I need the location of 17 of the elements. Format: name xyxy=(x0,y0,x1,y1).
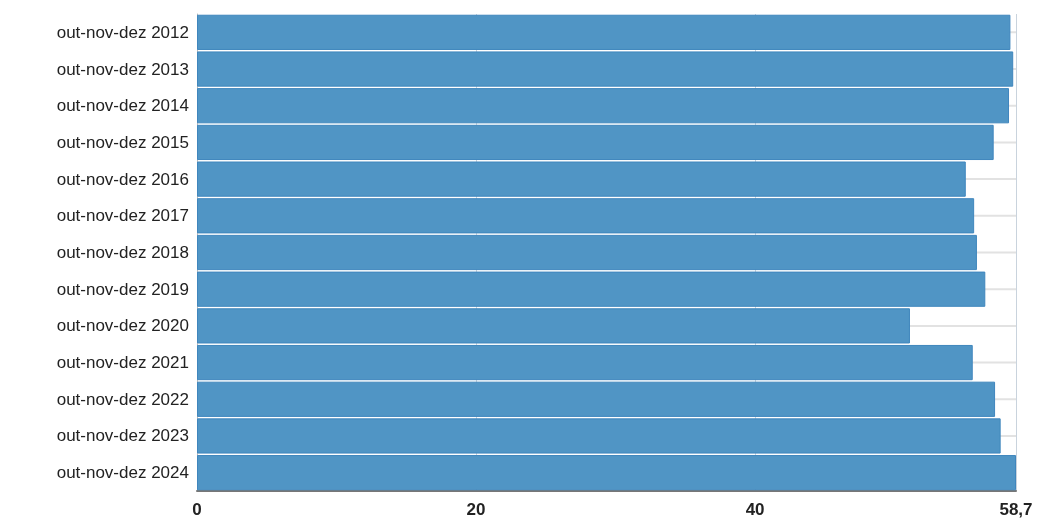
x-tick-label: 58,7 xyxy=(999,500,1033,519)
x-tick-label: 40 xyxy=(745,500,765,519)
y-tick-label: out-nov-dez 2021 xyxy=(56,353,189,373)
y-tick-label: out-nov-dez 2023 xyxy=(56,426,189,446)
y-tick-label: out-nov-dez 2017 xyxy=(56,206,189,226)
y-tick-label: out-nov-dez 2016 xyxy=(56,169,189,189)
y-tick-label: out-nov-dez 2018 xyxy=(56,243,189,262)
y-tick-label: out-nov-dez 2015 xyxy=(56,132,189,152)
y-tick-label: out-nov-dez 2012 xyxy=(56,22,189,42)
y-tick-label: out-nov-dez 2022 xyxy=(56,389,189,409)
y-tick-label: out-nov-dez 2020 xyxy=(56,316,189,336)
x-tick-label: 0 xyxy=(192,500,202,519)
y-tick-label: out-nov-dez 2024 xyxy=(56,463,189,483)
y-tick-label: out-nov-dez 2013 xyxy=(56,59,189,79)
x-tick-label: 20 xyxy=(466,500,486,519)
y-tick-label: out-nov-dez 2014 xyxy=(56,96,189,116)
y-tick-label: out-nov-dez 2019 xyxy=(56,279,189,299)
